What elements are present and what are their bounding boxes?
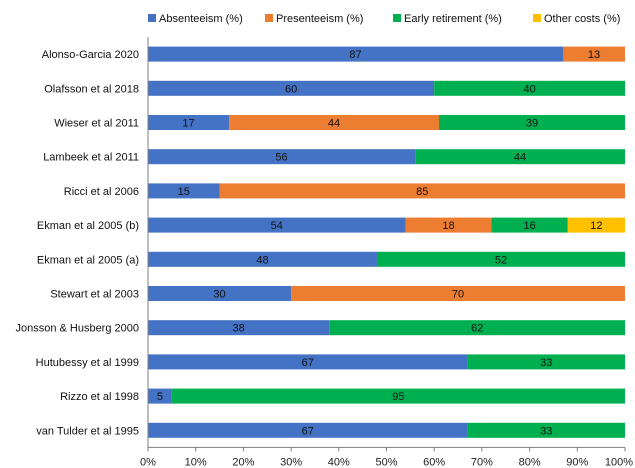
category-label: Hutubessy et al 1999 [36,357,139,369]
x-tick-label: 50% [375,456,397,468]
category-label: Alonso-Garcia 2020 [42,49,139,61]
x-tick-label: 60% [423,456,445,468]
data-label: 33 [540,425,552,437]
category-label: Lambeek et al 2011 [43,152,139,164]
data-label: 95 [392,391,404,403]
legend-item-early-retirement: Early retirement (%) [393,13,502,25]
data-label: 62 [471,323,483,335]
legend-label: Other costs (%) [544,13,620,25]
bar-absenteeism [148,320,330,336]
bar-absenteeism [148,354,468,370]
legend-swatch [393,14,401,22]
bar-early-retirement [171,388,625,404]
data-label: 17 [182,118,194,130]
bar-absenteeism [148,251,377,267]
data-label: 18 [442,220,454,232]
data-label: 38 [233,323,245,335]
bar-early-retirement [467,422,625,438]
data-label: 39 [526,118,538,130]
bar-early-retirement [329,320,625,336]
bar-absenteeism [148,422,468,438]
data-label: 48 [256,254,268,266]
data-label: 52 [495,254,507,266]
bar-absenteeism [148,46,563,62]
data-label: 13 [588,49,600,61]
data-label: 12 [590,220,602,232]
bar-presenteeism [562,46,625,62]
x-tick-label: 100% [605,456,633,468]
bar-presenteeism [291,286,625,301]
legend-item-other-costs: Other costs (%) [533,13,620,25]
data-label: 56 [275,152,287,164]
data-label: 54 [271,220,283,232]
x-tick-label: 0% [140,456,156,468]
bar-presenteeism [229,115,439,130]
category-label: Ricci et al 2006 [64,186,139,198]
data-label: 30 [213,289,225,301]
legend-swatch [533,14,541,22]
bar-early-retirement [467,354,625,370]
category-label: Olafsson et al 2018 [44,83,139,95]
category-label: Wieser et al 2011 [54,118,139,130]
data-label: 16 [523,220,535,232]
category-label: Ekman et al 2005 (b) [37,220,139,232]
data-label: 40 [523,83,535,95]
category-label: van Tulder et al 1995 [36,425,139,437]
bar-presenteeism [405,217,492,233]
data-label: 5 [157,391,163,403]
bar-early-retirement [376,251,625,267]
legend-item-absenteeism: Absenteeism (%) [148,13,243,25]
x-tick-label: 30% [280,456,302,468]
bar-absenteeism [148,115,230,130]
bar-absenteeism [148,217,406,233]
legend: Absenteeism (%) Presenteeism (%) Early ret… [148,13,620,25]
x-tick-label: 20% [232,456,254,468]
bar-absenteeism [148,388,172,404]
legend-label: Presenteeism (%) [276,13,363,25]
data-label: 70 [452,289,464,301]
bar-absenteeism [148,286,292,301]
data-label: 44 [514,152,526,164]
x-tick-label: 80% [519,456,541,468]
bar-presenteeism [219,183,626,199]
bar-other-costs [567,217,625,233]
bar-early-retirement [491,217,568,233]
data-label: 33 [540,357,552,369]
bar-absenteeism [148,183,220,199]
legend-item-presenteeism: Presenteeism (%) [265,13,363,25]
bars: 87 13 60 40 17 44 39 56 44 15 85 54 18 16 12 48 52 30 70 38… [148,46,626,438]
category-label: Stewart et al 2003 [50,289,139,301]
data-label: 85 [416,186,428,198]
x-axis-ticks: 0% 10% 20% 30% 40% 50% 60% 70% 80% 90% 100% [140,447,633,468]
category-label: Ekman et al 2005 (a) [37,254,139,266]
bar-absenteeism [148,80,435,96]
bar-absenteeism [148,149,416,165]
legend-label: Early retirement (%) [404,13,502,25]
category-label: Jonsson & Husberg 2000 [15,323,139,335]
data-label: 60 [285,83,297,95]
legend-swatch [148,14,156,22]
data-label: 87 [349,49,361,61]
bar-early-retirement [438,115,625,130]
x-tick-label: 70% [471,456,493,468]
bar-early-retirement [415,149,625,165]
x-tick-label: 10% [185,456,207,468]
data-label: 67 [302,357,314,369]
data-label: 44 [328,118,340,130]
legend-label: Absenteeism (%) [159,13,243,25]
data-label: 67 [302,425,314,437]
bar-early-retirement [434,80,625,96]
category-label: Rizzo et al 1998 [60,391,139,403]
legend-swatch [265,14,273,22]
data-label: 15 [178,186,190,198]
category-labels: Alonso-Garcia 2020 Olafsson et al 2018 Wie… [15,49,139,437]
x-tick-label: 90% [566,456,588,468]
x-tick-label: 40% [328,456,350,468]
